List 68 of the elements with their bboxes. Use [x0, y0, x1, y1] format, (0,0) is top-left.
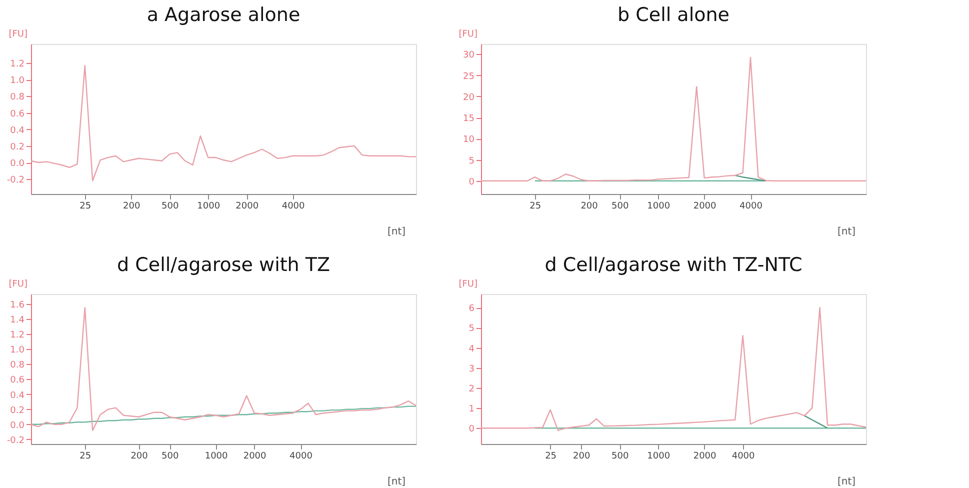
x-tick-label: 1000: [647, 202, 670, 212]
y-tick-label: 0.8: [10, 92, 25, 103]
x-tick-label: 4000: [282, 202, 306, 212]
y-tick-label: 1.2: [10, 330, 24, 340]
y-tick-label: 1.4: [10, 315, 25, 326]
x-tick-label: 200: [580, 202, 598, 212]
x-axis-title: [nt]: [837, 476, 856, 488]
y-tick-label: 0: [468, 424, 475, 435]
x-tick-label: 2000: [693, 202, 717, 212]
x-tick-label: 4000: [290, 452, 313, 462]
x-axis-title: [nt]: [387, 476, 406, 488]
x-tick-label: 500: [162, 202, 179, 212]
y-tick-label: 5: [468, 324, 474, 334]
x-tick-label: 500: [612, 202, 629, 212]
y-tick-label: 3: [468, 364, 474, 374]
y-tick-label: 0: [468, 177, 475, 188]
y-tick-label: 1.2: [10, 60, 24, 70]
chart-title: a Agarose alone: [146, 4, 300, 26]
y-axis-title: [FU]: [458, 30, 478, 40]
x-tick-label: 1000: [197, 202, 220, 212]
y-tick-label: 0.6: [10, 109, 25, 120]
y-tick-label: 0.0: [10, 420, 25, 431]
x-tick-label: 25: [545, 452, 557, 462]
x-tick-label: 1000: [647, 452, 670, 462]
x-tick-label: 200: [123, 202, 140, 212]
y-tick-label: 0.8: [10, 360, 25, 371]
y-axis-title: [FU]: [8, 280, 28, 290]
y-tick-label: 5: [468, 156, 474, 166]
x-tick-label: 25: [530, 202, 542, 212]
y-tick-label: 0.6: [10, 376, 25, 386]
y-tick-label: 1.0: [10, 346, 25, 356]
y-tick-label: 1: [468, 404, 474, 415]
y-tick-label: 0.2: [10, 406, 24, 416]
x-tick-label: 4000: [740, 202, 763, 212]
y-tick-label: 25: [463, 72, 474, 82]
y-tick-label: 0.4: [10, 126, 25, 136]
chart-title: b Cell alone: [618, 4, 730, 26]
y-tick-label: 30: [463, 50, 475, 61]
x-tick-label: 2000: [236, 202, 259, 212]
y-tick-label: 2: [468, 384, 474, 394]
x-tick-label: 200: [573, 452, 590, 462]
x-axis-title: [nt]: [837, 226, 856, 238]
x-axis-title: [nt]: [387, 226, 406, 238]
y-axis-title: [FU]: [458, 280, 478, 290]
x-tick-label: 25: [80, 452, 92, 462]
x-tick-label: 2000: [693, 452, 717, 462]
y-tick-label: 1.0: [10, 76, 25, 86]
y-tick-label: 10: [463, 135, 475, 146]
chart-title: d Cell/agarose with TZ: [117, 254, 330, 276]
y-tick-label: 4: [468, 344, 475, 354]
y-tick-label: -0.2: [6, 436, 24, 446]
x-tick-label: 500: [162, 452, 179, 462]
y-tick-label: -0.2: [6, 176, 24, 186]
x-tick-label: 2000: [243, 452, 267, 462]
y-tick-label: 0.0: [10, 159, 25, 170]
chart-title: d Cell/agarose with TZ-NTC: [544, 254, 802, 276]
x-tick-label: 1000: [204, 452, 228, 462]
y-tick-label: 20: [463, 92, 475, 103]
y-tick-label: 15: [463, 114, 474, 124]
y-tick-label: 1.6: [10, 300, 25, 310]
x-tick-label: 25: [80, 202, 92, 212]
y-tick-label: 6: [468, 304, 475, 314]
x-tick-label: 500: [612, 452, 629, 462]
y-axis-title: [FU]: [8, 30, 28, 40]
y-tick-label: 0.2: [10, 142, 24, 152]
x-tick-label: 4000: [732, 452, 756, 462]
y-tick-label: 0.4: [10, 390, 25, 401]
x-tick-label: 200: [130, 452, 148, 462]
